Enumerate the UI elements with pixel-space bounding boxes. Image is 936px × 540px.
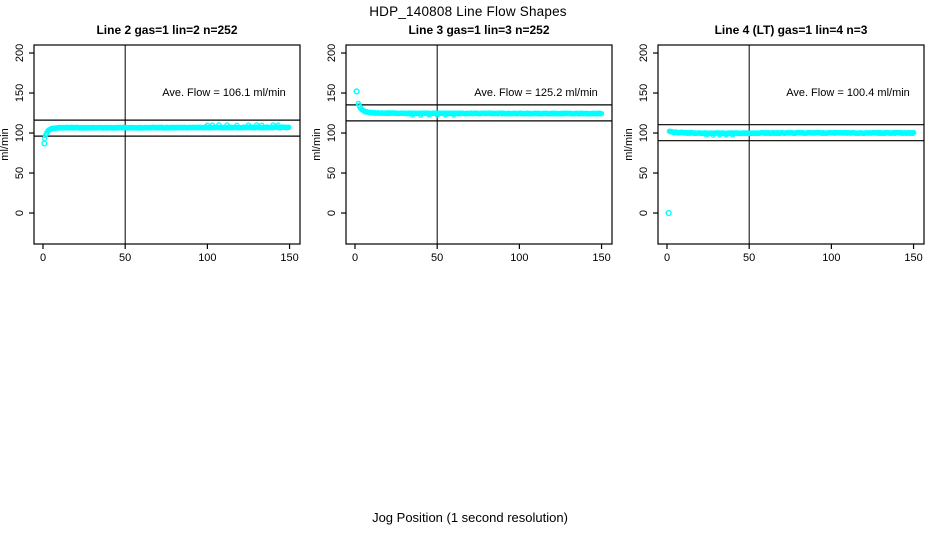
- x-tick-label: 50: [431, 252, 443, 264]
- x-tick-label: 50: [743, 252, 755, 264]
- data-point: [409, 112, 416, 118]
- y-tick-label: 100: [326, 124, 338, 142]
- data-point: [216, 122, 222, 128]
- avg-flow-annotation: Ave. Flow = 125.2 ml/min: [474, 87, 598, 99]
- data-point: [258, 122, 265, 129]
- data-point: [253, 122, 260, 128]
- data-points: [41, 122, 292, 147]
- y-tick-label: 50: [638, 167, 650, 179]
- data-point: [234, 122, 240, 129]
- x-tick-label: 150: [904, 252, 922, 264]
- y-axis-unit-label: ml/min: [311, 128, 323, 160]
- y-tick-label: 50: [326, 167, 338, 179]
- data-point: [224, 122, 230, 128]
- x-tick-label: 0: [664, 252, 670, 264]
- x-tick-label: 150: [280, 252, 298, 264]
- x-tick-label: 100: [198, 252, 216, 264]
- y-tick-label: 100: [638, 124, 650, 142]
- x-tick-label: 0: [352, 252, 358, 264]
- x-axis-label: Jog Position (1 second resolution): [372, 510, 568, 525]
- data-point: [204, 122, 211, 129]
- plot-box: [345, 44, 613, 245]
- x-tick-label: 100: [510, 252, 528, 264]
- data-point: [710, 132, 716, 138]
- panel-title: Line 3 gas=1 lin=3 n=252: [408, 23, 549, 37]
- panel-line4: Line 4 (LT) gas=1 lin=4 n=3 0 50 100 150 200 m…: [623, 23, 925, 264]
- panel-line2: Line 2 gas=1 lin=2 n=252 0 50 100 150 200 ml/m…: [0, 23, 301, 264]
- data-point: [716, 132, 723, 138]
- x-tick-label: 150: [592, 252, 610, 264]
- plot-box: [657, 44, 925, 245]
- y-tick-label: 150: [326, 84, 338, 102]
- y-tick-label: 150: [14, 84, 26, 102]
- data-point: [910, 129, 917, 136]
- data-point: [275, 122, 281, 128]
- data-point: [729, 132, 736, 138]
- y-axis-unit-label: ml/min: [0, 128, 11, 160]
- y-tick-label: 150: [638, 84, 650, 102]
- y-tick-label: 50: [14, 167, 26, 179]
- data-points: [665, 128, 917, 217]
- y-tick-label: 200: [14, 44, 26, 62]
- data-point: [209, 122, 216, 128]
- data-point: [442, 112, 449, 118]
- main-title: HDP_140808 Line Flow Shapes: [369, 4, 567, 19]
- plot-box: [33, 44, 301, 245]
- data-point: [285, 124, 292, 131]
- data-point: [245, 122, 252, 128]
- data-point: [598, 110, 605, 117]
- y-tick-label: 200: [326, 44, 338, 62]
- y-tick-label: 0: [638, 210, 650, 216]
- x-tick-label: 100: [822, 252, 840, 264]
- y-tick-label: 200: [638, 44, 650, 62]
- outlier-point: [41, 140, 48, 147]
- panel-line3: Line 3 gas=1 lin=3 n=252 0 50 100 150 200 ml/m…: [311, 23, 613, 264]
- data-points: [353, 88, 605, 118]
- avg-flow-annotation: Ave. Flow = 106.1 ml/min: [162, 87, 286, 99]
- data-point: [450, 112, 457, 118]
- y-tick-label: 0: [14, 210, 26, 216]
- outlier-point: [353, 88, 360, 95]
- y-tick-label: 0: [326, 210, 338, 216]
- panel-title: Line 4 (LT) gas=1 lin=4 n=3: [715, 23, 868, 37]
- y-tick-label: 100: [14, 124, 26, 142]
- data-point: [723, 132, 729, 138]
- data-point: [703, 132, 710, 138]
- outlier-point: [665, 209, 672, 217]
- data-point: [417, 112, 424, 118]
- y-axis-unit-label: ml/min: [623, 128, 635, 160]
- x-tick-label: 0: [40, 252, 46, 264]
- data-point: [270, 122, 276, 128]
- data-point: [426, 112, 432, 118]
- x-tick-label: 50: [119, 252, 131, 264]
- panels-group: Line 2 gas=1 lin=2 n=252 0 50 100 150 200 ml/m…: [0, 23, 925, 264]
- panel-title: Line 2 gas=1 lin=2 n=252: [96, 23, 237, 37]
- avg-flow-annotation: Ave. Flow = 100.4 ml/min: [786, 87, 910, 99]
- data-point: [434, 112, 440, 118]
